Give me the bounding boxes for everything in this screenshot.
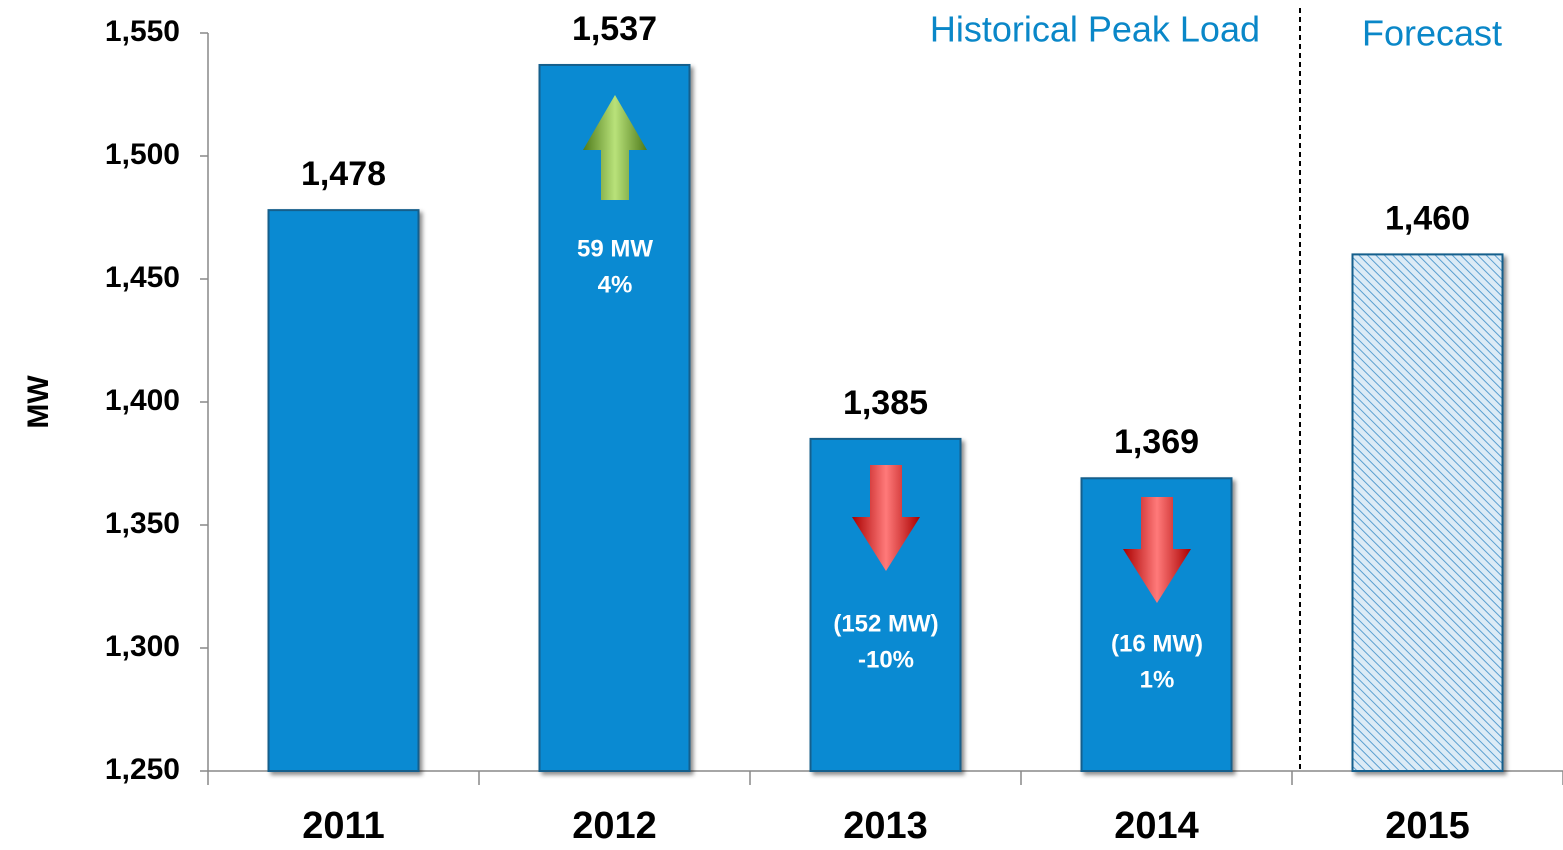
annotation: (16 MW) xyxy=(1111,630,1203,657)
arrow-down xyxy=(852,465,920,571)
value-label: 1,369 xyxy=(1114,423,1199,461)
y-tick-label: 1,350 xyxy=(105,507,180,540)
x-tick-label: 2012 xyxy=(572,805,657,847)
y-tick-label: 1,300 xyxy=(105,630,180,663)
arrow-down xyxy=(1123,497,1191,603)
x-tick-label: 2013 xyxy=(843,805,928,847)
y-tick-label: 1,250 xyxy=(105,753,180,786)
y-tick-label: 1,500 xyxy=(105,138,180,171)
arrow-up xyxy=(583,95,647,200)
x-tick-label: 2015 xyxy=(1385,805,1470,847)
bar xyxy=(1351,253,1504,772)
y-tick-label: 1,450 xyxy=(105,261,180,294)
section-label: Forecast xyxy=(1362,13,1502,54)
y-axis-label: MW xyxy=(22,375,55,429)
y-tick-label: 1,550 xyxy=(105,15,180,48)
section-label: Historical Peak Load xyxy=(930,9,1260,50)
value-label: 1,385 xyxy=(843,384,928,422)
value-label: 1,460 xyxy=(1385,199,1470,237)
value-label: 1,478 xyxy=(301,155,386,193)
bar xyxy=(267,209,420,772)
value-label: 1,537 xyxy=(572,10,657,48)
x-tick-label: 2014 xyxy=(1114,805,1199,847)
annotation: 59 MW xyxy=(577,235,653,262)
annotation: -10% xyxy=(858,646,914,673)
annotation: 4% xyxy=(598,271,633,298)
y-tick-label: 1,400 xyxy=(105,384,180,417)
annotation: 1% xyxy=(1140,666,1175,693)
x-tick-label: 2011 xyxy=(302,805,384,847)
annotation: (152 MW) xyxy=(833,610,938,637)
